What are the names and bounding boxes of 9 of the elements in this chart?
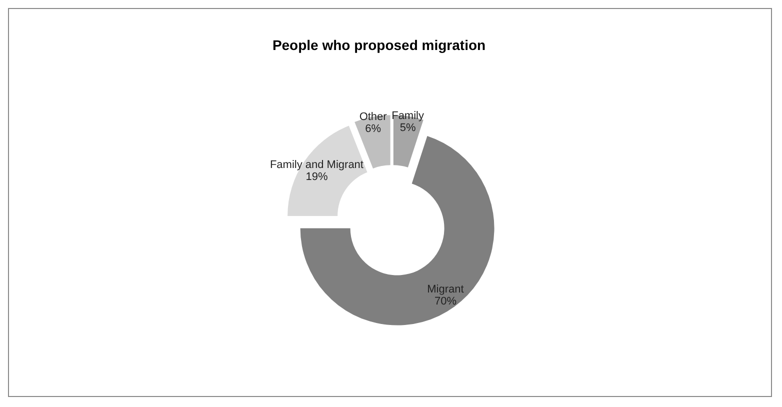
data-label: 5%	[400, 122, 416, 134]
data-label: 6%	[365, 122, 382, 135]
data-label: 19%	[306, 170, 328, 183]
chart-title: People who proposed migration	[271, 37, 487, 53]
slice-label: Family	[392, 110, 424, 122]
slice-label: Other	[359, 110, 388, 123]
data-label: 70%	[434, 296, 457, 308]
slice-label: Family and Migrant	[270, 158, 364, 171]
slice-label: Migrant	[427, 284, 464, 296]
